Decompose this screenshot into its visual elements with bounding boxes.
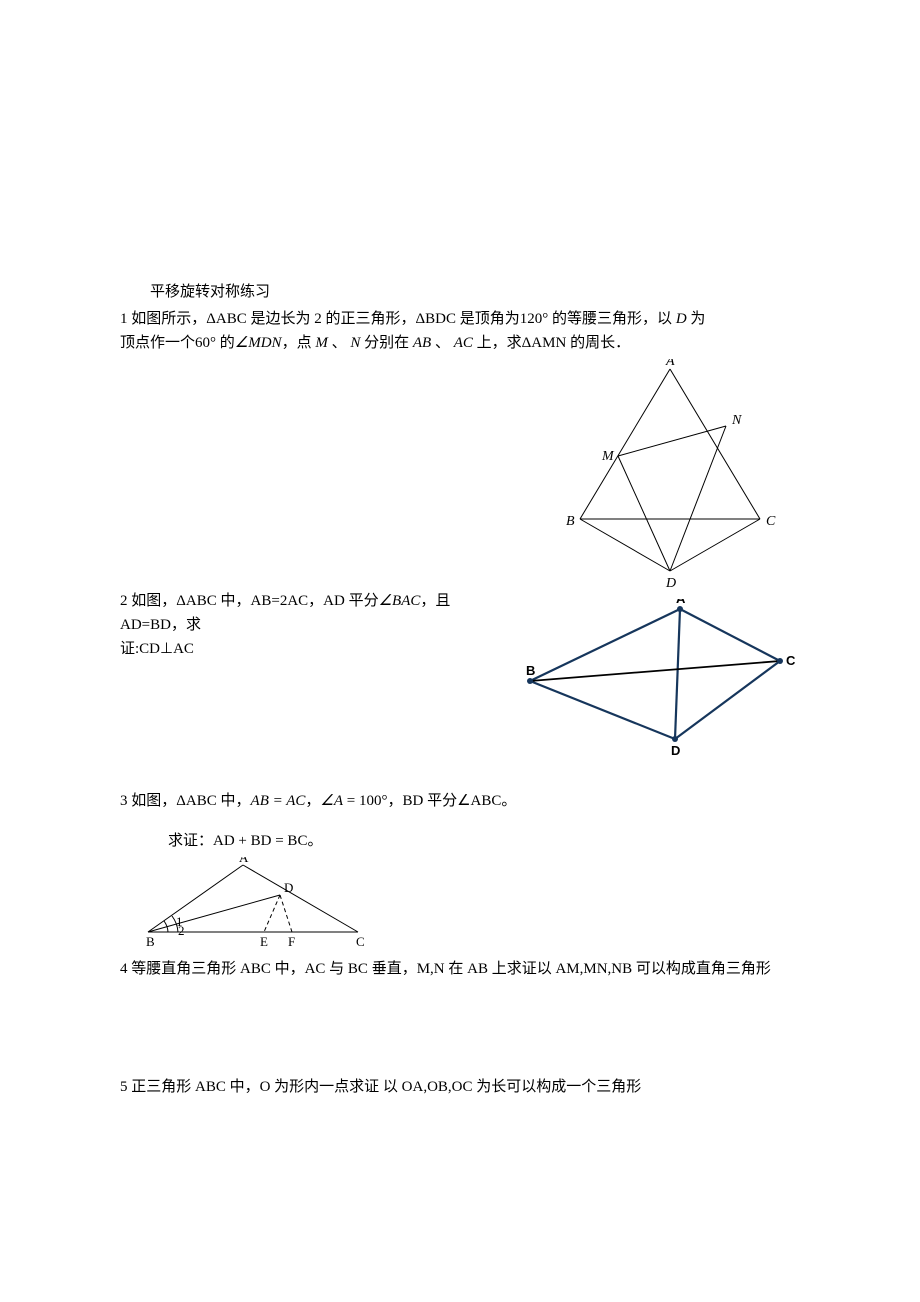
p1-AMN: ΔAMN xyxy=(522,335,567,351)
p1-t12: 的周长． xyxy=(566,335,630,351)
p1-M: M xyxy=(315,335,328,351)
p2-t2: 中，AB=2AC，AD 平分 xyxy=(217,593,379,609)
svg-text:A: A xyxy=(239,857,249,865)
svg-text:D: D xyxy=(284,880,293,895)
p3-eq1: AB = AC xyxy=(251,793,306,809)
p2-BAC: ∠BAC xyxy=(379,593,421,609)
p2-line2: 证:CD⊥AC xyxy=(120,641,194,657)
figure-3: ABCDEF12 xyxy=(140,857,380,957)
p1-t7: ，点 xyxy=(282,335,316,351)
p1-num: 1 xyxy=(120,311,128,327)
p1-t11: 上，求 xyxy=(473,335,522,351)
svg-text:B: B xyxy=(566,514,575,529)
p1-t8: 、 xyxy=(328,335,351,351)
p1-line2a: 顶点作一个 xyxy=(120,335,195,351)
p3-prove-lead: 求证： xyxy=(168,833,213,849)
page-title: 平移旋转对称练习 xyxy=(120,280,800,301)
svg-text:C: C xyxy=(766,514,776,529)
p1-AC: AC xyxy=(454,335,473,351)
p1-ABC: ΔABC xyxy=(206,311,247,327)
p3-prove-tail: 。 xyxy=(307,833,322,849)
svg-text:C: C xyxy=(356,934,365,949)
p3-t3: ， xyxy=(305,793,320,809)
p1-D: D xyxy=(676,311,687,327)
problem-4: 4 等腰直角三角形 ABC 中，AC 与 BC 垂直，M,N 在 AB 上求证以… xyxy=(120,957,800,981)
svg-text:E: E xyxy=(260,934,268,949)
svg-text:B: B xyxy=(146,934,155,949)
p5-num: 5 xyxy=(120,1079,128,1095)
p3-t4: ，BD 平分 xyxy=(387,793,457,809)
p1-t9: 分别在 xyxy=(360,335,413,351)
p1-120: 120° xyxy=(520,311,549,327)
p3-t5: 。 xyxy=(501,793,516,809)
p4-text: 等腰直角三角形 ABC 中，AC 与 BC 垂直，M,N 在 AB 上求证以 A… xyxy=(128,961,771,977)
figure-2: A B C D xyxy=(520,599,800,759)
p1-t3: 是顶角为 xyxy=(456,311,520,327)
svg-text:B: B xyxy=(526,663,535,678)
problem-2: 2 如图，ΔABC 中，AB=2AC，AD 平分∠BAC，且 AD=BD，求 证… xyxy=(120,589,500,661)
problem-3-prove: 求证：AD + BD = BC。 xyxy=(120,829,800,853)
svg-text:A: A xyxy=(676,599,686,606)
p3-eq100: = 100° xyxy=(343,793,387,809)
p1-BDC: ΔBDC xyxy=(416,311,457,327)
problem-5: 5 正三角形 ABC 中，O 为形内一点求证 以 OA,OB,OC 为长可以构成… xyxy=(120,1075,800,1099)
p1-N: N xyxy=(350,335,360,351)
problem-1: 1 如图所示，ΔABC 是边长为 2 的正三角形，ΔBDC 是顶角为120° 的… xyxy=(120,307,800,355)
p1-t5: 为 xyxy=(687,311,706,327)
p1-MDN: ∠MDN xyxy=(235,335,282,351)
svg-text:C: C xyxy=(786,653,796,668)
svg-text:M: M xyxy=(601,449,615,464)
svg-text:F: F xyxy=(288,934,295,949)
p4-num: 4 xyxy=(120,961,128,977)
svg-text:D: D xyxy=(671,743,680,758)
p1-t4: 的等腰三角形，以 xyxy=(548,311,676,327)
svg-text:2: 2 xyxy=(178,923,185,938)
svg-text:N: N xyxy=(731,413,742,428)
p3-ABC: ΔABC xyxy=(176,793,217,809)
p1-t2: 是边长为 2 的正三角形， xyxy=(247,311,416,327)
p3-t2: 中， xyxy=(217,793,251,809)
p5-text: 正三角形 ABC 中，O 为形内一点求证 以 OA,OB,OC 为长可以构成一个… xyxy=(128,1079,642,1095)
svg-text:D: D xyxy=(665,576,676,589)
p3-num: 3 xyxy=(120,793,128,809)
figure-1: A B C D M N xyxy=(550,359,800,589)
p2-ABC: ΔABC xyxy=(176,593,217,609)
problem-3: 3 如图，ΔABC 中，AB = AC，∠A = 100°，BD 平分∠ABC。 xyxy=(120,789,800,813)
p3-angA: ∠A xyxy=(320,793,343,809)
p3-prove-eq: AD + BD = BC xyxy=(213,833,307,849)
p1-60: 60° xyxy=(195,335,216,351)
p1-t6: 的 xyxy=(216,335,235,351)
p1-t1: 如图所示， xyxy=(128,311,207,327)
p1-t10: 、 xyxy=(431,335,454,351)
p2-num: 2 xyxy=(120,593,128,609)
p2-t1: 如图， xyxy=(128,593,177,609)
p3-t1: 如图， xyxy=(128,793,177,809)
p3-angABC: ∠ABC xyxy=(457,793,501,809)
p1-AB: AB xyxy=(413,335,431,351)
svg-text:A: A xyxy=(665,359,675,369)
